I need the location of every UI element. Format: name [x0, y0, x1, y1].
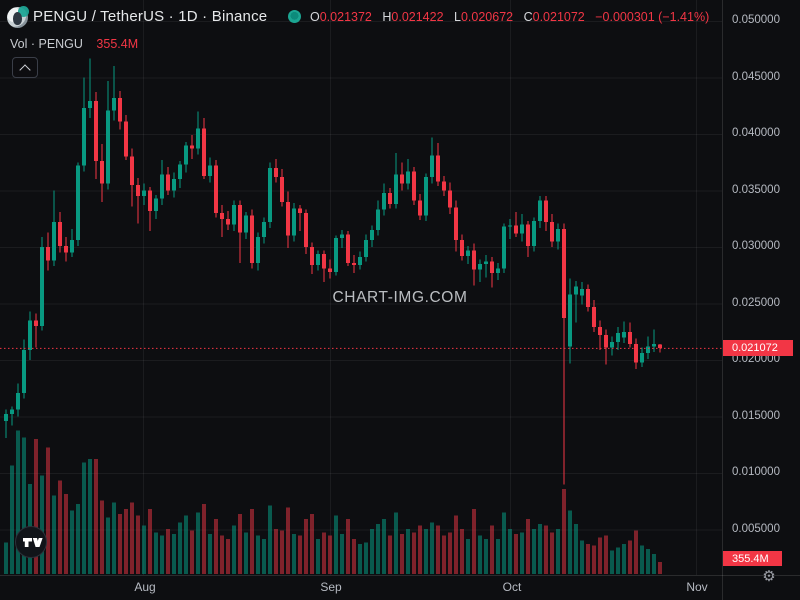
last-price-badge: 0.021072 [723, 340, 793, 356]
open-label: O [310, 10, 320, 24]
volume-indicator-label[interactable]: Vol · PENGU [10, 37, 83, 51]
price-tick-label: 0.010000 [732, 466, 780, 478]
price-tick-label: 0.035000 [732, 183, 780, 196]
market-status-icon[interactable] [288, 10, 301, 23]
tradingview-logo[interactable] [15, 526, 47, 558]
collapse-panel-button[interactable] [12, 57, 38, 78]
change-value: −0.000301 (−1.41%) [595, 10, 710, 24]
watermark: CHART-IMG.COM [332, 289, 468, 306]
time-tick-label: Oct [502, 580, 522, 594]
time-tick-label: Aug [134, 580, 156, 594]
price-tick-label: 0.040000 [732, 127, 780, 139]
high-label: H [382, 10, 392, 24]
price-tick-label: 0.005000 [732, 522, 780, 535]
last-volume-badge: 355.4M [723, 551, 782, 566]
open-value: 0.021372 [319, 10, 372, 24]
volume-indicator-value: 355.4M [96, 37, 139, 51]
price-tick-label: 0.050000 [732, 14, 780, 26]
chart-header: PENGU / TetherUS · 1D · Binance O0.02137… [0, 0, 800, 32]
low-label: L [454, 10, 461, 24]
price-axis[interactable]: 0.050000 0.045000 0.040000 0.035000 0.030000… [723, 0, 800, 575]
time-axis[interactable]: Aug Sep Oct Nov [0, 576, 722, 600]
price-tick-label: 0.045000 [732, 70, 780, 83]
tradingview-logo-icon [23, 538, 43, 547]
symbol-title[interactable]: PENGU / TetherUS · 1D · Binance [33, 8, 268, 25]
chevron-up-icon [19, 64, 31, 76]
price-tick-label: 0.030000 [732, 240, 780, 252]
close-label: C [523, 10, 533, 24]
close-value: 0.021072 [532, 10, 585, 24]
price-tick-label: 0.025000 [732, 296, 780, 309]
price-tick-label: 0.015000 [732, 409, 780, 422]
time-tick-label: Nov [686, 580, 708, 594]
symbol-logo-icon [7, 6, 29, 28]
gear-icon[interactable]: ⚙ [762, 568, 776, 585]
volume-indicator-row: Vol · PENGU 355.4M [10, 37, 138, 51]
ohlc-values: O0.021372 H0.021422 L0.020672 C0.021072 … [310, 10, 709, 24]
high-value: 0.021422 [391, 10, 444, 24]
low-value: 0.020672 [460, 10, 514, 24]
time-tick-label: Sep [320, 580, 342, 594]
price-tick-label: 0.020000 [732, 353, 780, 365]
